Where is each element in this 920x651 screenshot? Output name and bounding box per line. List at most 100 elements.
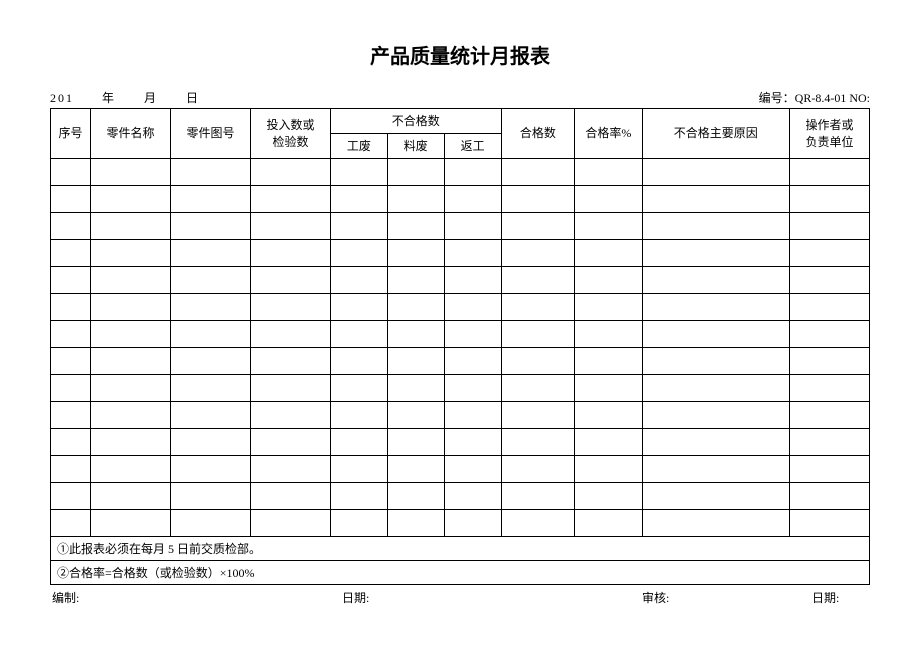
table-cell — [331, 240, 388, 267]
table-cell — [91, 456, 171, 483]
table-cell — [91, 483, 171, 510]
table-cell — [51, 402, 91, 429]
table-cell — [387, 321, 444, 348]
col-rework: 返工 — [444, 134, 501, 159]
table-row — [51, 348, 870, 375]
table-cell — [501, 240, 575, 267]
table-cell — [251, 510, 331, 537]
table-cell — [575, 510, 642, 537]
table-cell — [444, 456, 501, 483]
footer-prepare: 编制: — [52, 589, 342, 606]
table-cell — [171, 375, 251, 402]
table-cell — [91, 267, 171, 294]
table-cell — [91, 510, 171, 537]
table-cell — [91, 186, 171, 213]
table-cell — [171, 456, 251, 483]
table-cell — [91, 429, 171, 456]
footer-review: 审核: — [642, 589, 812, 606]
table-cell — [444, 510, 501, 537]
table-cell — [575, 483, 642, 510]
table-cell — [575, 159, 642, 186]
form-title: 产品质量统计月报表 — [50, 40, 870, 69]
table-cell — [642, 483, 789, 510]
table-cell — [251, 240, 331, 267]
table-cell — [251, 267, 331, 294]
table-cell — [444, 483, 501, 510]
table-cell — [642, 240, 789, 267]
table-cell — [251, 483, 331, 510]
table-cell — [387, 294, 444, 321]
footer-signature-row: 编制: 日期: 审核: 日期: — [50, 589, 870, 606]
table-cell — [789, 510, 869, 537]
table-cell — [444, 240, 501, 267]
table-cell — [171, 429, 251, 456]
document-number: 编号：QR-8.4-01 NO: — [759, 89, 870, 106]
table-cell — [789, 159, 869, 186]
table-cell — [501, 402, 575, 429]
table-cell — [171, 159, 251, 186]
table-cell — [331, 402, 388, 429]
table-cell — [331, 267, 388, 294]
table-cell — [51, 348, 91, 375]
table-cell — [789, 267, 869, 294]
table-cell — [387, 402, 444, 429]
table-cell — [331, 483, 388, 510]
col-drawing-no: 零件图号 — [171, 109, 251, 159]
note-2: ②合格率=合格数（或检验数）×100% — [51, 561, 870, 585]
table-cell — [444, 402, 501, 429]
table-cell — [171, 402, 251, 429]
table-cell — [331, 429, 388, 456]
table-row — [51, 321, 870, 348]
table-cell — [387, 159, 444, 186]
table-cell — [789, 429, 869, 456]
table-cell — [501, 186, 575, 213]
col-material-scrap: 料废 — [387, 134, 444, 159]
table-cell — [251, 375, 331, 402]
table-cell — [331, 456, 388, 483]
col-seq: 序号 — [51, 109, 91, 159]
table-cell — [171, 348, 251, 375]
table-cell — [387, 213, 444, 240]
table-cell — [444, 321, 501, 348]
table-cell — [444, 348, 501, 375]
table-cell — [331, 159, 388, 186]
table-cell — [91, 321, 171, 348]
table-cell — [51, 267, 91, 294]
table-cell — [642, 213, 789, 240]
table-cell — [91, 348, 171, 375]
table-cell — [331, 375, 388, 402]
table-cell — [789, 240, 869, 267]
table-row — [51, 510, 870, 537]
table-cell — [444, 159, 501, 186]
footer-date2: 日期: — [812, 589, 839, 606]
table-row — [51, 213, 870, 240]
table-cell — [501, 294, 575, 321]
table-cell — [251, 402, 331, 429]
table-cell — [501, 429, 575, 456]
col-input-count: 投入数或 检验数 — [251, 109, 331, 159]
table-cell — [575, 321, 642, 348]
table-header: 序号 零件名称 零件图号 投入数或 检验数 不合格数 合格数 合格率% 不合格主… — [51, 109, 870, 159]
table-cell — [789, 294, 869, 321]
table-cell — [501, 159, 575, 186]
table-cell — [387, 483, 444, 510]
table-row — [51, 429, 870, 456]
table-cell — [171, 213, 251, 240]
col-ng-group: 不合格数 — [331, 109, 502, 134]
table-cell — [575, 375, 642, 402]
table-cell — [171, 267, 251, 294]
table-row — [51, 240, 870, 267]
table-row — [51, 456, 870, 483]
table-row — [51, 186, 870, 213]
table-cell — [575, 402, 642, 429]
table-cell — [642, 321, 789, 348]
table-cell — [444, 429, 501, 456]
table-cell — [642, 510, 789, 537]
table-cell — [387, 429, 444, 456]
table-cell — [642, 186, 789, 213]
table-cell — [91, 213, 171, 240]
table-cell — [387, 510, 444, 537]
table-cell — [171, 240, 251, 267]
table-cell — [501, 456, 575, 483]
table-cell — [789, 348, 869, 375]
